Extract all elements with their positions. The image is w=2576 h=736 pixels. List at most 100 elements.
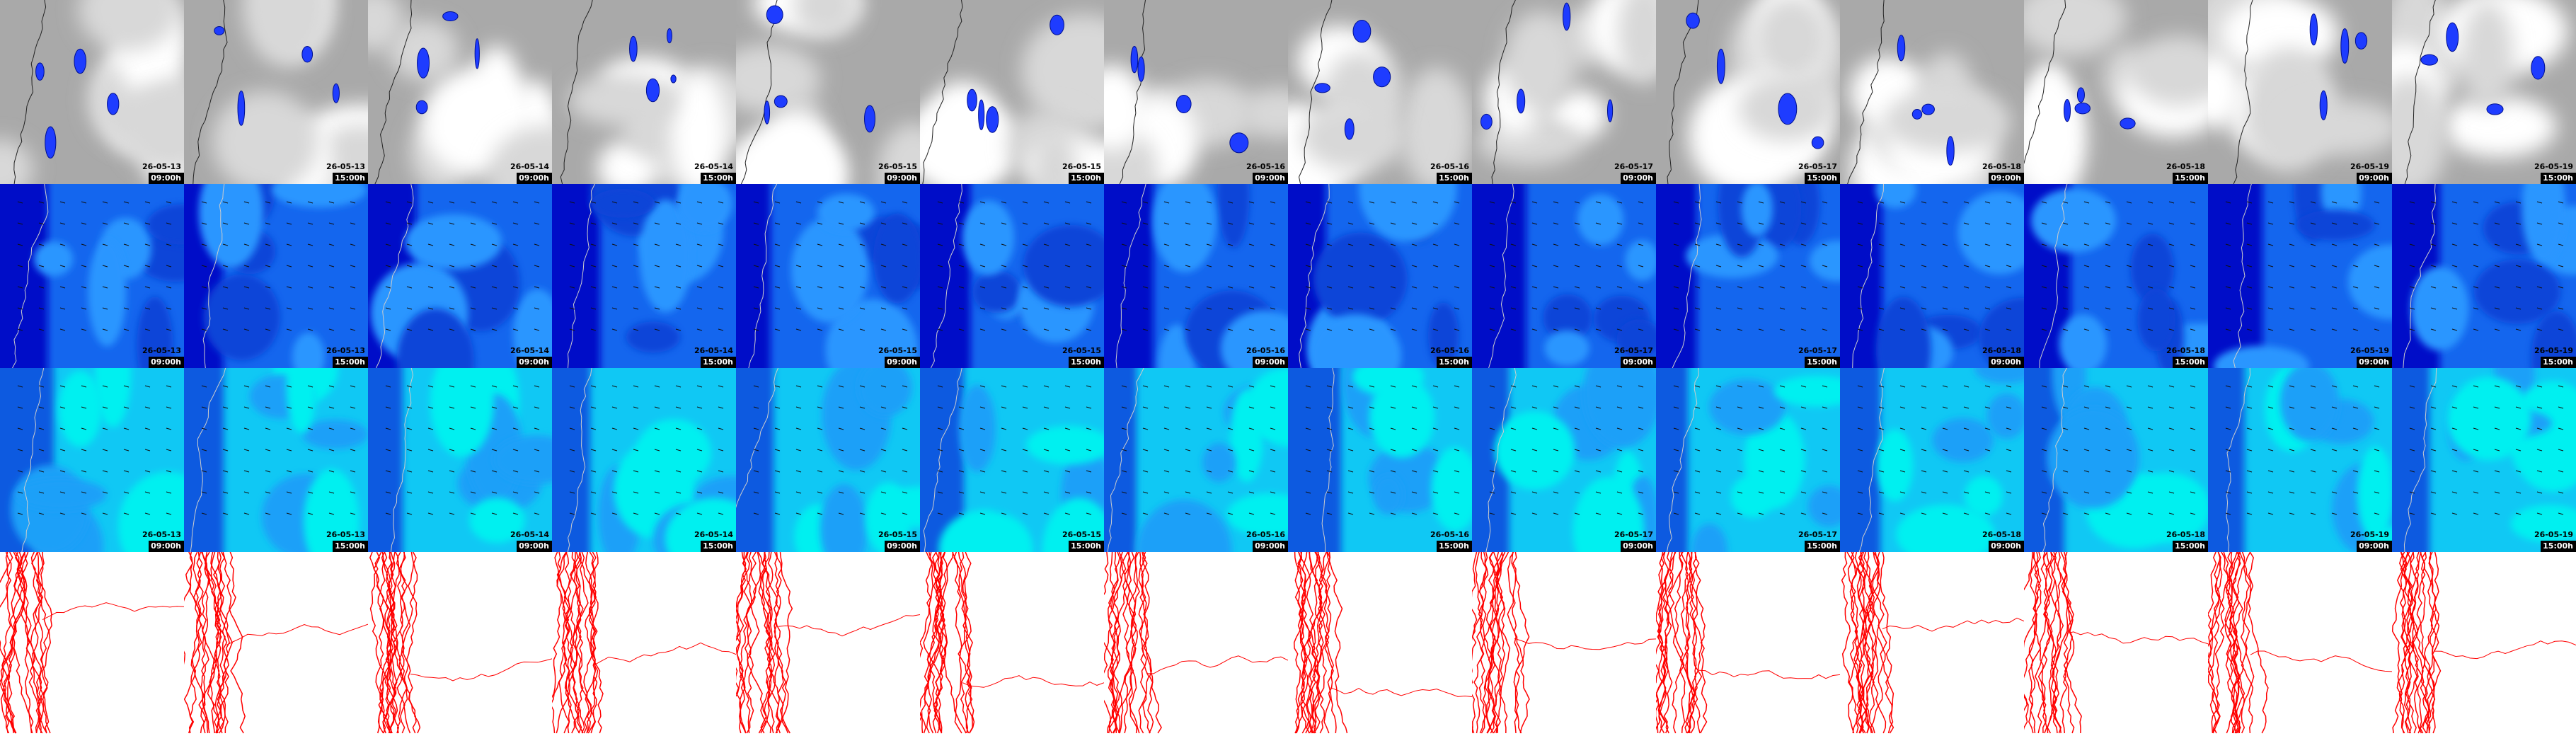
wind-barb bbox=[1086, 406, 1092, 409]
wind-barb bbox=[1121, 307, 1127, 310]
wind-barb bbox=[2494, 328, 2500, 331]
wind-barb bbox=[817, 470, 823, 473]
contour-line bbox=[954, 552, 972, 734]
wind-barb bbox=[937, 385, 943, 388]
time-label: 09:00h bbox=[2359, 541, 2389, 551]
time-label-box bbox=[885, 357, 920, 368]
wind-barb bbox=[859, 449, 866, 452]
wind-barb bbox=[569, 222, 575, 225]
wind-barb bbox=[2225, 406, 2231, 409]
wind-barb bbox=[2473, 201, 2479, 204]
wind-barb bbox=[449, 286, 455, 289]
contour-line bbox=[30, 552, 43, 734]
precipitation-area bbox=[670, 74, 677, 84]
contour-line bbox=[382, 552, 411, 734]
wind-barb bbox=[1326, 406, 1333, 409]
wind-barb bbox=[1489, 449, 1495, 452]
wind-barb bbox=[2126, 243, 2132, 246]
wind-barb bbox=[718, 265, 724, 268]
coastline bbox=[930, 184, 962, 368]
wind-barb bbox=[286, 427, 292, 430]
wind-barb bbox=[1206, 201, 1212, 204]
wind-barb bbox=[2352, 286, 2359, 289]
wind-barb bbox=[2310, 385, 2316, 388]
wind-barb bbox=[1694, 470, 1701, 473]
wind-barb bbox=[654, 265, 660, 268]
wind-barb bbox=[1142, 201, 1149, 204]
date-label: 26-05-14 bbox=[694, 530, 733, 539]
wind-barb bbox=[1022, 427, 1028, 430]
coastline bbox=[1107, 368, 1144, 552]
wind-barb bbox=[1694, 385, 1701, 388]
wind-barb bbox=[1694, 427, 1701, 430]
wind-barb bbox=[902, 512, 908, 515]
wind-barb bbox=[1326, 222, 1333, 225]
wind-barb bbox=[265, 243, 271, 246]
time-label-box bbox=[149, 541, 184, 552]
contour-line bbox=[953, 552, 973, 734]
contour-line bbox=[554, 552, 582, 734]
contour-line bbox=[736, 552, 750, 734]
wind-barb bbox=[611, 470, 618, 473]
date-label: 26-05-17 bbox=[1614, 346, 1653, 355]
wind-barb bbox=[222, 201, 229, 204]
wind-barb bbox=[17, 406, 23, 409]
wind-barb bbox=[350, 427, 356, 430]
map-tile bbox=[2024, 552, 2208, 736]
wind-barb bbox=[38, 406, 45, 409]
wind-barb bbox=[979, 243, 986, 246]
wind-barb bbox=[81, 328, 87, 331]
coastline bbox=[567, 368, 592, 552]
wind-barb bbox=[654, 243, 660, 246]
field-patch bbox=[1373, 475, 1403, 515]
wind-barb bbox=[2267, 427, 2274, 430]
wind-barb bbox=[38, 385, 45, 388]
wind-barb bbox=[1432, 307, 1439, 310]
wind-barb bbox=[1270, 470, 1276, 473]
contour-line bbox=[1316, 552, 1337, 734]
coastline bbox=[375, 184, 414, 368]
field-patch bbox=[2296, 209, 2375, 241]
wind-barb bbox=[1779, 406, 1786, 409]
wind-barb bbox=[2352, 265, 2359, 268]
wind-barb bbox=[1163, 427, 1170, 430]
contour-line bbox=[552, 552, 576, 703]
precipitation-area bbox=[474, 38, 480, 69]
precipitation-area bbox=[1229, 132, 1249, 154]
wind-barb bbox=[1595, 449, 1602, 452]
wind-barb bbox=[491, 491, 498, 494]
wind-barb bbox=[1531, 286, 1538, 289]
contour-line bbox=[1492, 552, 1510, 734]
map-tile bbox=[736, 552, 920, 736]
wind-barb bbox=[123, 449, 130, 452]
wind-barb bbox=[222, 406, 229, 409]
wind-barb bbox=[611, 265, 618, 268]
wind-barb bbox=[2225, 491, 2231, 494]
wind-barb bbox=[1574, 406, 1580, 409]
wind-barb bbox=[1369, 449, 1375, 452]
wind-barb bbox=[1779, 307, 1786, 310]
precipitation-area bbox=[415, 100, 428, 115]
wind-barb bbox=[937, 265, 943, 268]
wind-barb bbox=[1531, 512, 1538, 515]
wind-barb bbox=[1574, 385, 1580, 388]
wind-barb bbox=[2190, 427, 2196, 430]
wind-barb bbox=[1963, 470, 1970, 473]
wind-barb bbox=[534, 470, 540, 473]
wind-barb bbox=[1715, 265, 1722, 268]
wind-barb bbox=[2310, 512, 2316, 515]
wind-barb bbox=[1715, 427, 1722, 430]
wind-barb bbox=[406, 470, 413, 473]
wind-barb bbox=[2374, 328, 2380, 331]
wind-barb bbox=[569, 307, 575, 310]
wind-barb bbox=[590, 201, 597, 204]
time-label-box bbox=[1621, 541, 1656, 552]
wind-barb bbox=[611, 512, 618, 515]
wind-barb bbox=[2430, 328, 2437, 331]
precipitation-area bbox=[1946, 136, 1955, 166]
wind-barb bbox=[902, 491, 908, 494]
